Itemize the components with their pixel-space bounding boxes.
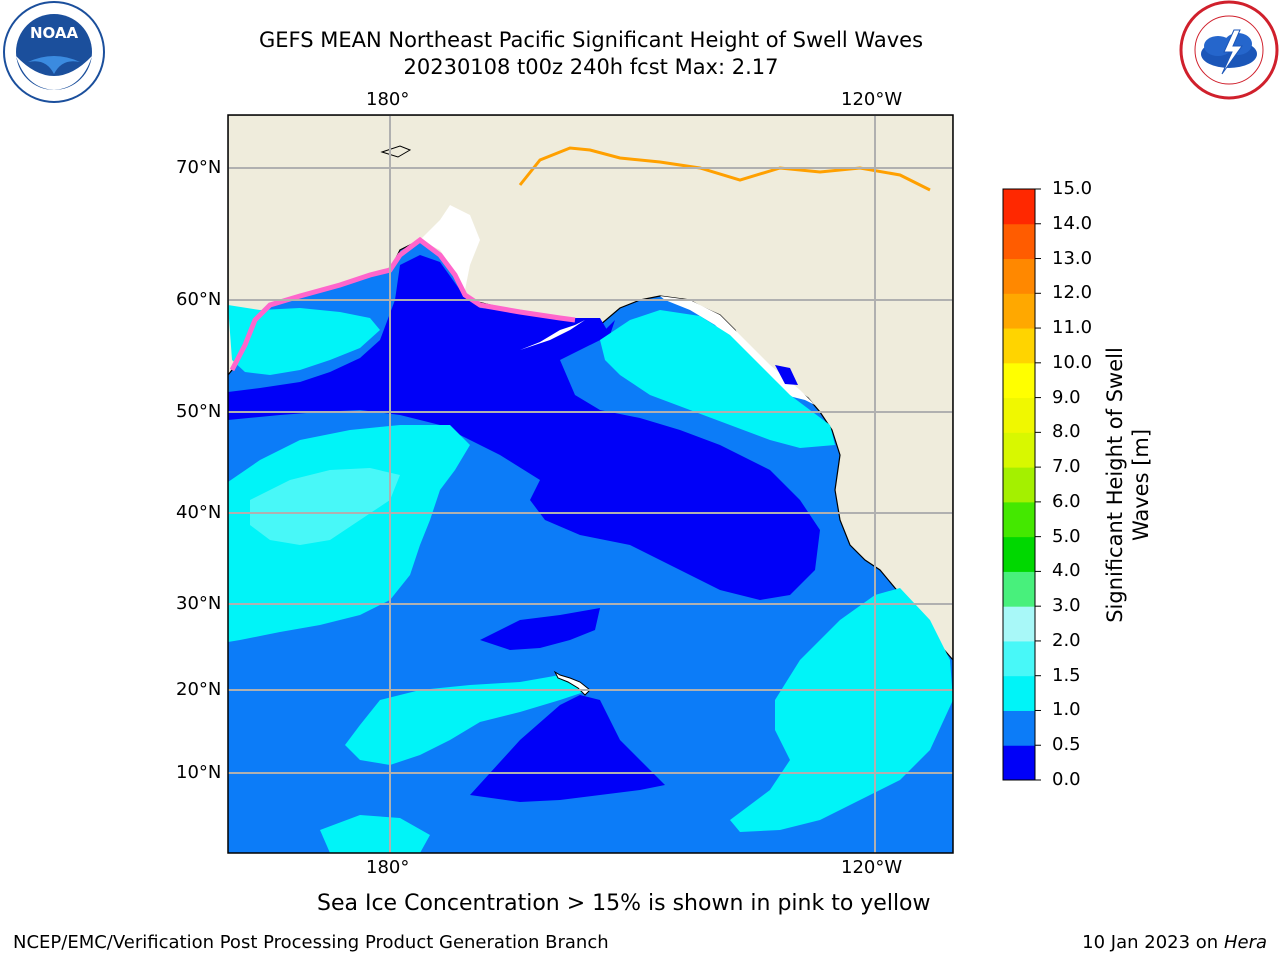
colorbar-label: 6.0 xyxy=(1052,490,1081,512)
ocean-0-0.5-patch3 xyxy=(775,365,798,385)
colorbar-label: 1.5 xyxy=(1052,664,1081,686)
island-alaska-peninsula xyxy=(520,320,585,350)
colorbar-label: 4.0 xyxy=(1052,560,1081,582)
ocean-0-0.5-south xyxy=(470,695,665,802)
lat-tick-60n: 60°N xyxy=(176,289,222,310)
colorbar-frame xyxy=(1002,188,1036,781)
lon-tick-bottom-120w: 120°W xyxy=(841,857,903,878)
colorbar-label: 11.0 xyxy=(1052,317,1093,339)
colorbar-label: 9.0 xyxy=(1052,386,1081,408)
colorbar-label: 3.0 xyxy=(1052,595,1081,617)
colorbar-band-4 xyxy=(1003,606,1035,642)
colorbar-band-11 xyxy=(1003,362,1035,399)
footer-branch: NCEP/EMC/Verification Post Processing Pr… xyxy=(13,932,609,953)
lat-tick-20n: 20°N xyxy=(176,679,222,700)
colorbar-label: 12.0 xyxy=(1052,282,1093,304)
nws-logo xyxy=(1179,0,1279,100)
ocean-0-0.5-patch1 xyxy=(480,608,600,650)
colorbar-band-13 xyxy=(1003,293,1035,329)
lat-tick-70n: 70°N xyxy=(176,157,222,178)
colorbar-label: 13.0 xyxy=(1052,247,1093,269)
colorbar-label: 10.0 xyxy=(1052,351,1093,373)
colorbar-label: 8.0 xyxy=(1052,421,1081,443)
colorbar-title-line2: Waves [m] xyxy=(1129,428,1153,542)
chart-subtitle: 20230108 t00z 240h fcst Max: 2.17 xyxy=(403,55,779,79)
colorbar-band-6 xyxy=(1003,536,1035,572)
ocean-1.5-2.0-patch xyxy=(250,468,400,545)
footer-date-text: 10 Jan 2023 on xyxy=(1082,932,1224,953)
colorbar-label: 0.5 xyxy=(1052,734,1081,756)
colorbar-band-15 xyxy=(1003,223,1035,260)
ocean-1.0-1.5-south xyxy=(320,815,430,853)
colorbar-title: Significant Height of Swell Waves [m] xyxy=(1102,347,1154,623)
colorbar-band-8 xyxy=(1003,467,1035,503)
map-frame xyxy=(227,114,954,854)
colorbar-band-3 xyxy=(1003,640,1035,677)
ocean-1.0-1.5-west xyxy=(228,425,470,642)
colorbar-label: 1.0 xyxy=(1052,699,1081,721)
colorbar-band-2 xyxy=(1003,675,1035,711)
sea-ice-note: Sea Ice Concentration > 15% is shown in … xyxy=(317,891,931,916)
no-data-bay xyxy=(660,296,815,405)
chart-title: GEFS MEAN Northeast Pacific Significant … xyxy=(258,28,924,52)
colorbar-band-12 xyxy=(1003,328,1035,364)
footer-date: 10 Jan 2023 on Hera xyxy=(1082,932,1267,953)
colorbar-band-0 xyxy=(1003,745,1035,781)
noaa-logo-text: NOAA xyxy=(30,24,79,42)
colorbar xyxy=(1003,188,1041,781)
lat-tick-40n: 40°N xyxy=(176,502,222,523)
colorbar-label: 14.0 xyxy=(1052,212,1093,234)
colorbar-label: 0.0 xyxy=(1052,769,1081,790)
colorbar-label: 15.0 xyxy=(1052,178,1093,199)
colorbar-band-10 xyxy=(1003,397,1035,433)
colorbar-label: 7.0 xyxy=(1052,456,1081,478)
graticule xyxy=(228,115,953,853)
no-data-bering xyxy=(420,205,480,300)
ocean-0-0.5-patch2 xyxy=(590,320,615,345)
sea-ice-margin-bering xyxy=(229,236,576,372)
lat-tick-30n: 30°N xyxy=(176,593,222,614)
colorbar-band-7 xyxy=(1003,501,1035,538)
colorbar-label: 2.0 xyxy=(1052,629,1081,651)
lon-tick-top-180: 180° xyxy=(366,89,410,110)
colorbar-band-14 xyxy=(1003,258,1035,294)
footer-host: Hera xyxy=(1223,932,1267,953)
lat-tick-10n: 10°N xyxy=(176,762,222,783)
ocean-1.0-1.5-ne xyxy=(600,310,835,448)
island-st-lawrence xyxy=(380,145,412,158)
colorbar-label: 5.0 xyxy=(1052,525,1081,547)
colorbar-band-1 xyxy=(1003,710,1035,746)
colorbar-band-9 xyxy=(1003,432,1035,468)
lon-tick-top-120w: 120°W xyxy=(841,89,903,110)
ocean-1.0-1.5-center xyxy=(345,675,590,765)
ocean-1.0-1.5-nw xyxy=(228,305,380,375)
lon-tick-bottom-180: 180° xyxy=(366,857,410,878)
lat-tick-50n: 50°N xyxy=(176,401,222,422)
colorbar-title-line1: Significant Height of Swell xyxy=(1103,347,1127,623)
ocean-1.0-1.5-se xyxy=(730,588,953,832)
colorbar-band-5 xyxy=(1003,571,1035,607)
noaa-logo: NOAA xyxy=(3,1,105,103)
colorbar-band-16 xyxy=(1003,189,1035,225)
